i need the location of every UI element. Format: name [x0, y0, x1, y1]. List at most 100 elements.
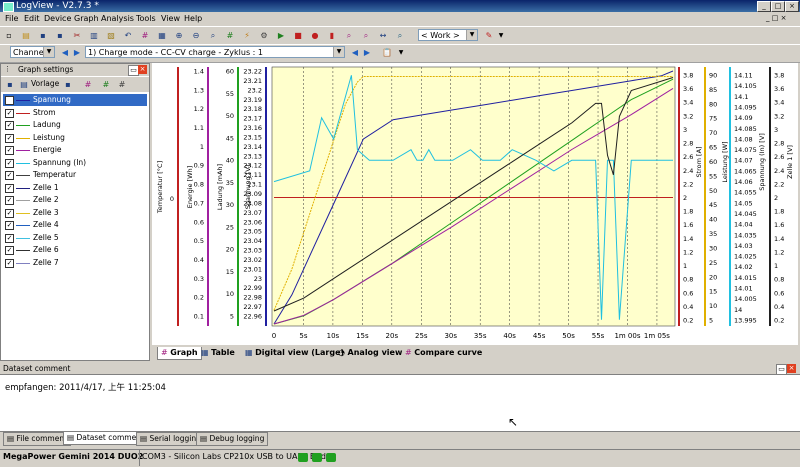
channel-item[interactable]: ✓ Strom: [3, 107, 147, 119]
clipboard-icon[interactable]: 📋: [382, 48, 392, 57]
table-icon[interactable]: ▦: [158, 31, 166, 40]
chevron-down-icon[interactable]: ▼: [466, 30, 477, 40]
channel-item[interactable]: ✓ Temperatur: [3, 169, 147, 181]
channel-item[interactable]: ✓ Zelle 1: [3, 182, 147, 194]
connection-led-icon: [312, 453, 322, 462]
search-icon[interactable]: ⌕: [210, 31, 216, 40]
channel-checkbox[interactable]: ✓: [5, 133, 14, 143]
comment-close-icon[interactable]: ×: [787, 364, 796, 373]
measure-icon[interactable]: ↔: [379, 31, 387, 40]
chevron-down-icon[interactable]: ▼: [398, 49, 404, 56]
save-template-icon[interactable]: ▪: [65, 80, 71, 89]
channel-checkbox[interactable]: ✓: [5, 146, 14, 155]
graph-settings-icon[interactable]: #: [84, 80, 92, 89]
chevron-down-icon[interactable]: ▼: [498, 32, 504, 39]
channel-item[interactable]: ✓ Zelle 7: [3, 257, 147, 269]
paste-icon[interactable]: ▧: [107, 31, 115, 40]
work-combo[interactable]: < Work > ▼: [418, 29, 478, 41]
tab-graph[interactable]: # Graph: [157, 347, 202, 360]
zoom-in-icon[interactable]: ⊕: [175, 31, 183, 40]
menu-device[interactable]: Device: [44, 14, 72, 23]
bars-icon[interactable]: ▮: [329, 31, 335, 40]
channel-checkbox[interactable]: ✓: [5, 208, 14, 218]
dataset-combo[interactable]: 1) Charge mode - CC-CV charge - Zyklus :…: [85, 46, 345, 58]
save-icon[interactable]: ▪: [40, 31, 46, 40]
tab-file-comment[interactable]: ▤ File comment: [3, 432, 72, 446]
chevron-down-icon[interactable]: ▼: [43, 47, 54, 57]
channel-combo[interactable]: Channel1 ▼: [10, 46, 55, 58]
channel-checkbox[interactable]: ✓: [5, 246, 14, 255]
menu-help[interactable]: Help: [184, 14, 203, 23]
analysis-icon[interactable]: ⌕: [346, 31, 352, 40]
channel-checkbox[interactable]: ✓: [5, 108, 14, 118]
channel-checkbox[interactable]: ✓: [5, 258, 14, 268]
channel-checkbox[interactable]: ✓: [5, 96, 14, 105]
channel-item[interactable]: ✓ Ladung: [3, 119, 147, 131]
channel-label: Zelle 4: [33, 220, 59, 229]
next-dataset-icon[interactable]: ▶: [363, 48, 371, 57]
menu-graph[interactable]: Graph: [74, 14, 99, 23]
channel-checkbox[interactable]: ✓: [5, 171, 14, 180]
channel-item[interactable]: ✓ Energie: [3, 144, 147, 156]
channel-item[interactable]: ✓ Zelle 6: [3, 244, 147, 256]
menu-edit[interactable]: Edit: [24, 14, 40, 23]
save-icon[interactable]: ▪: [7, 80, 13, 89]
previous-dataset-icon[interactable]: ◀: [351, 48, 359, 57]
open-folder-icon[interactable]: ▤: [22, 31, 30, 40]
channel-checkbox[interactable]: ✓: [5, 196, 14, 205]
close-button[interactable]: ×: [785, 1, 799, 12]
play-icon[interactable]: ▶: [277, 31, 285, 40]
save-as-icon[interactable]: ▪: [57, 31, 63, 40]
tab-compare-curve[interactable]: # Compare curve: [405, 347, 482, 359]
channel-item[interactable]: ✓ Leistung: [3, 132, 147, 144]
stop-icon[interactable]: ■: [294, 31, 302, 40]
tab-table[interactable]: ▦ Table: [201, 347, 235, 359]
channel-item[interactable]: ✓ Zelle 5: [3, 232, 147, 244]
new-file-icon[interactable]: ▫: [6, 31, 12, 40]
undo-icon[interactable]: ↶: [124, 31, 132, 40]
channel-checkbox[interactable]: ✓: [5, 183, 14, 193]
channel-item[interactable]: ✓ Zelle 2: [3, 194, 147, 206]
grid-icon[interactable]: #: [102, 80, 110, 89]
grid-toggle-icon[interactable]: #: [118, 80, 126, 89]
mdi-window-controls[interactable]: _ □ ×: [766, 14, 787, 22]
channel-item[interactable]: ✓ Zelle 3: [3, 207, 147, 219]
channel-item[interactable]: ✓ Spannung: [3, 94, 147, 106]
menu-view[interactable]: View: [161, 14, 180, 23]
connect-icon[interactable]: ⚡: [244, 31, 250, 40]
menu-tools[interactable]: Tools: [136, 14, 156, 23]
filter-icon[interactable]: ⌕: [363, 31, 369, 40]
tab-file-comment-label: File comment: [16, 434, 68, 443]
cut-icon[interactable]: ✂: [73, 31, 81, 40]
chevron-down-icon[interactable]: ▼: [333, 47, 344, 57]
work-icon[interactable]: ⌕: [397, 31, 403, 40]
channel-checkbox[interactable]: ✓: [5, 221, 14, 230]
tab-serial-logging[interactable]: ▤ Serial logging: [136, 432, 205, 446]
channel-checkbox[interactable]: ✓: [5, 121, 14, 130]
previous-channel-icon[interactable]: ◀: [61, 48, 69, 57]
dataset-comment-box[interactable]: empfangen: 2011/4/17, 上午 11:25:04 ↖: [0, 374, 800, 432]
delete-icon[interactable]: ✎: [485, 31, 493, 40]
tab-analog-view[interactable]: ◔ Analog view: [338, 347, 402, 359]
channel-checkbox[interactable]: ✓: [5, 233, 14, 243]
right-tick-label: 1.6: [774, 221, 784, 229]
settings-icon[interactable]: ⚙: [260, 31, 268, 40]
record-icon[interactable]: ●: [311, 31, 319, 40]
channel-item[interactable]: ✓ Spannung (In): [3, 157, 147, 169]
channel-item[interactable]: ✓ Zelle 4: [3, 219, 147, 231]
grid-icon[interactable]: #: [226, 31, 234, 40]
minimize-button[interactable]: _: [757, 1, 771, 12]
menu-analysis[interactable]: Analysis: [101, 14, 134, 23]
panel-close-icon[interactable]: ×: [138, 65, 147, 74]
chart-svg[interactable]: 0 5s 10s 15s 20s 25s 30s 35s 40s 45s 50s 55s 1m 00s 1…: [152, 63, 798, 345]
tab-digital-view[interactable]: ▦ Digital view (Large): [245, 347, 344, 359]
copy-icon[interactable]: ▥: [90, 31, 98, 40]
open-folder-icon[interactable]: ▤: [20, 80, 28, 89]
zoom-out-icon[interactable]: ⊖: [192, 31, 200, 40]
tab-debug-logging[interactable]: ▤ Debug logging: [196, 432, 269, 446]
menu-file[interactable]: File: [5, 14, 19, 23]
next-channel-icon[interactable]: ▶: [73, 48, 81, 57]
maximize-button[interactable]: □: [771, 1, 785, 12]
chart-icon[interactable]: #: [141, 31, 149, 40]
channel-checkbox[interactable]: ✓: [5, 158, 14, 168]
